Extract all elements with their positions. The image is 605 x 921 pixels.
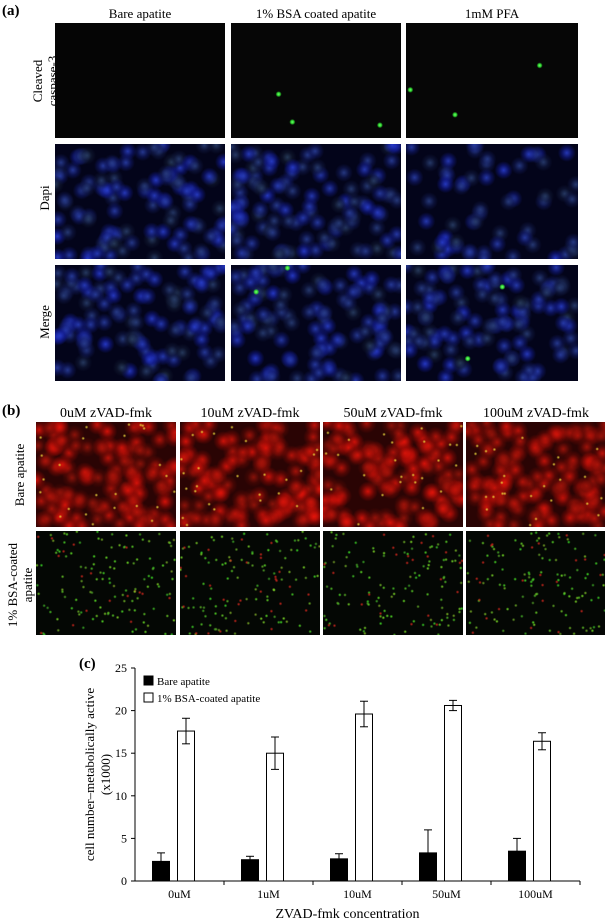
legend-swatch: [143, 675, 154, 686]
panel-a-col-bare: Bare apatite: [108, 6, 172, 21]
panel-b-row-bare: Bare apatite: [12, 443, 27, 507]
bar-bsa-coated-apatite: [533, 740, 551, 882]
bar-bsa-coated-apatite: [266, 752, 284, 882]
bar-bsa-coated-apatite: [444, 704, 462, 882]
panel-c-label: (c): [79, 656, 96, 672]
y-tick-label: 0: [121, 874, 127, 888]
y-axis-label: cell number–metabolically active(x1000): [82, 688, 113, 861]
x-tick-label: 100uM: [518, 887, 553, 901]
x-tick-label: 10uM: [343, 887, 372, 901]
panel-a-col-pfa: 1mM PFA: [464, 6, 520, 21]
y-tick-label: 15: [115, 746, 127, 760]
y-tick-label: 25: [115, 661, 127, 675]
panel-b-col-10: 10uM zVAD-fmk: [200, 406, 300, 421]
y-tick-label: 5: [121, 831, 127, 845]
panel-b-col-100: 100uM zVAD-fmk: [483, 406, 589, 421]
x-axis-label: ZVAD-fmk concentration: [276, 907, 420, 921]
panel-a-label: (a): [2, 3, 20, 19]
micrograph-a-merge-bsa: [231, 265, 401, 381]
panel-b-col-50: 50uM zVAD-fmk: [343, 406, 443, 421]
panel-a-row-merge: Merge: [37, 305, 52, 339]
micrograph-a-caspase-bsa: [231, 23, 401, 138]
panel-a-col-bsa: 1% BSA coated apatite: [255, 6, 377, 21]
y-tick-label: 20: [115, 704, 127, 718]
micrograph-a-merge-pfa: [406, 265, 578, 381]
bar-bsa-coated-apatite: [177, 730, 195, 882]
micrograph-b-bare-10: [180, 422, 320, 527]
micrograph-a-dapi-bsa: [231, 144, 401, 259]
legend-swatch: [143, 692, 154, 703]
micrograph-b-bare-50: [323, 422, 463, 527]
x-tick-label: 0uM: [168, 887, 191, 901]
micrograph-a-caspase-bare: [55, 23, 225, 138]
legend-label: Bare apatite: [157, 676, 210, 688]
micrograph-a-dapi-bare: [55, 144, 225, 259]
y-tick-label: 10: [115, 789, 127, 803]
x-tick-label: 50uM: [432, 887, 461, 901]
micrograph-a-dapi-pfa: [406, 144, 578, 259]
micrograph-b-bare-0: [36, 422, 176, 527]
x-tick-label: 1uM: [257, 887, 280, 901]
micrograph-b-bsa-10: [180, 531, 320, 635]
panel-b-row-bsa: 1% BSA-coated apatite: [5, 542, 35, 628]
micrograph-b-bare-100: [466, 422, 605, 527]
panel-b-col-0: 0uM zVAD-fmk: [60, 406, 152, 421]
legend-label: 1% BSA-coated apatite: [157, 693, 260, 705]
panel-a-row-dapi: Dapi: [37, 185, 52, 211]
panel-b-label: (b): [2, 403, 21, 419]
micrograph-b-bsa-100: [466, 531, 605, 635]
micrograph-a-caspase-pfa: [406, 23, 578, 138]
micrograph-a-merge-bare: [55, 265, 225, 381]
micrograph-b-bsa-50: [323, 531, 463, 635]
bar-bsa-coated-apatite: [355, 713, 373, 882]
micrograph-b-bsa-0: [36, 531, 176, 635]
